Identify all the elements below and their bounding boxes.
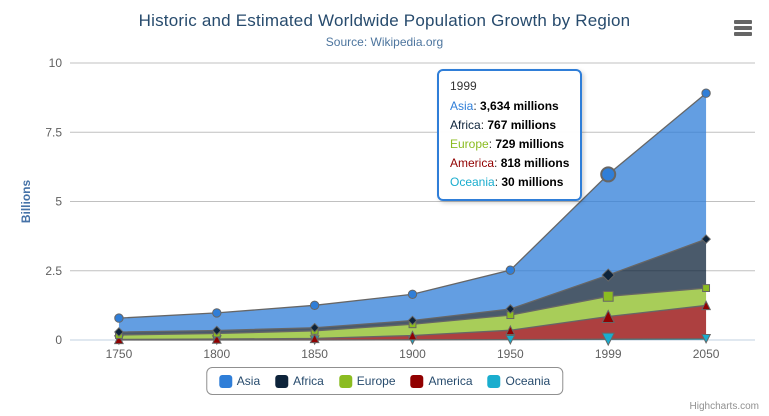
data-point-america-1950[interactable] bbox=[505, 324, 516, 335]
x-axis-label: 1950 bbox=[497, 347, 524, 361]
area-series-asia[interactable] bbox=[118, 93, 707, 332]
context-menu-button[interactable] bbox=[732, 19, 754, 39]
data-point-asia-1900[interactable] bbox=[407, 289, 418, 299]
chart-subtitle: Source: Wikipedia.org bbox=[325, 35, 444, 49]
data-point-oceania-1950[interactable] bbox=[505, 334, 516, 345]
tooltip: 1999 Asia: 3,634 millions Africa: 767 mil… bbox=[437, 69, 583, 201]
tooltip-row-africa: Africa: 767 millions bbox=[450, 118, 557, 132]
area-series-africa[interactable] bbox=[118, 239, 707, 335]
chart-title: Historic and Estimated Worldwide Populat… bbox=[138, 11, 631, 30]
legend-swatch-africa bbox=[275, 374, 289, 388]
legend-label: Africa bbox=[293, 374, 324, 388]
data-point-africa-1800[interactable] bbox=[211, 325, 222, 336]
data-point-asia-1850[interactable] bbox=[309, 300, 320, 311]
tooltip-row-oceania: Oceania: 30 millions bbox=[450, 175, 564, 189]
x-axis-label: 1900 bbox=[399, 347, 426, 361]
data-point-oceania-2050[interactable] bbox=[701, 334, 712, 345]
legend-swatch-america bbox=[410, 374, 424, 388]
data-point-oceania-1999[interactable] bbox=[601, 332, 616, 347]
data-point-europe-1999[interactable] bbox=[602, 290, 614, 302]
data-point-america-1850[interactable] bbox=[309, 333, 320, 344]
data-point-europe-2050[interactable] bbox=[702, 284, 711, 293]
data-point-america-1750[interactable] bbox=[113, 334, 124, 345]
hamburger-icon bbox=[732, 20, 754, 36]
y-axis-title: Billions bbox=[19, 180, 33, 224]
legend-label: Asia bbox=[236, 374, 261, 388]
data-point-asia-1800[interactable] bbox=[212, 308, 222, 318]
data-point-asia-2050[interactable] bbox=[701, 88, 711, 98]
data-point-asia-1950[interactable] bbox=[505, 265, 516, 275]
credits-link[interactable]: Highcharts.com bbox=[689, 401, 759, 412]
legend-item-europe[interactable]: Europe bbox=[338, 374, 396, 388]
tooltip-row-europe: Europe: 729 millions bbox=[450, 137, 565, 151]
legend-swatch-asia bbox=[218, 374, 232, 388]
data-point-america-1800[interactable] bbox=[211, 333, 222, 344]
data-point-africa-1750[interactable] bbox=[114, 327, 124, 337]
data-point-africa-1999[interactable] bbox=[601, 268, 615, 282]
data-point-asia-1750[interactable] bbox=[114, 313, 124, 323]
legend: Asia Africa Europe America Oceania bbox=[205, 367, 564, 395]
legend-item-oceania[interactable]: Oceania bbox=[487, 374, 551, 388]
data-point-america-1900[interactable] bbox=[407, 330, 418, 341]
data-point-asia-1999[interactable] bbox=[600, 166, 617, 183]
data-point-africa-1950[interactable] bbox=[505, 304, 516, 314]
legend-item-asia[interactable]: Asia bbox=[218, 374, 261, 388]
data-point-africa-1900[interactable] bbox=[407, 315, 418, 326]
legend-label: Oceania bbox=[505, 374, 551, 388]
legend-item-africa[interactable]: Africa bbox=[275, 374, 324, 388]
y-axis-label: 10 bbox=[49, 56, 63, 70]
tooltip-row-america: America: 818 millions bbox=[450, 156, 570, 170]
data-point-africa-1850[interactable] bbox=[309, 322, 320, 333]
legend-swatch-europe bbox=[338, 374, 352, 388]
legend-item-america[interactable]: America bbox=[410, 374, 473, 388]
y-axis-label: 7.5 bbox=[45, 125, 62, 139]
x-axis-label: 1999 bbox=[595, 347, 622, 361]
area-series-america[interactable] bbox=[118, 305, 707, 340]
y-axis-label: 5 bbox=[55, 195, 62, 209]
x-axis-label: 1800 bbox=[203, 347, 230, 361]
x-axis-label: 1750 bbox=[106, 347, 133, 361]
x-axis-label: 2050 bbox=[693, 347, 720, 361]
tooltip-row-asia: Asia: 3,634 millions bbox=[450, 99, 559, 113]
y-axis-label: 2.5 bbox=[45, 264, 62, 278]
legend-label: America bbox=[428, 374, 473, 388]
legend-swatch-oceania bbox=[487, 374, 501, 388]
data-point-america-1999[interactable] bbox=[601, 309, 616, 324]
tooltip-header: 1999 bbox=[450, 79, 477, 93]
data-point-america-2050[interactable] bbox=[701, 300, 712, 311]
x-axis-label: 1850 bbox=[301, 347, 328, 361]
y-axis-label: 0 bbox=[55, 333, 62, 347]
data-point-africa-2050[interactable] bbox=[701, 234, 711, 245]
legend-label: Europe bbox=[356, 374, 396, 388]
